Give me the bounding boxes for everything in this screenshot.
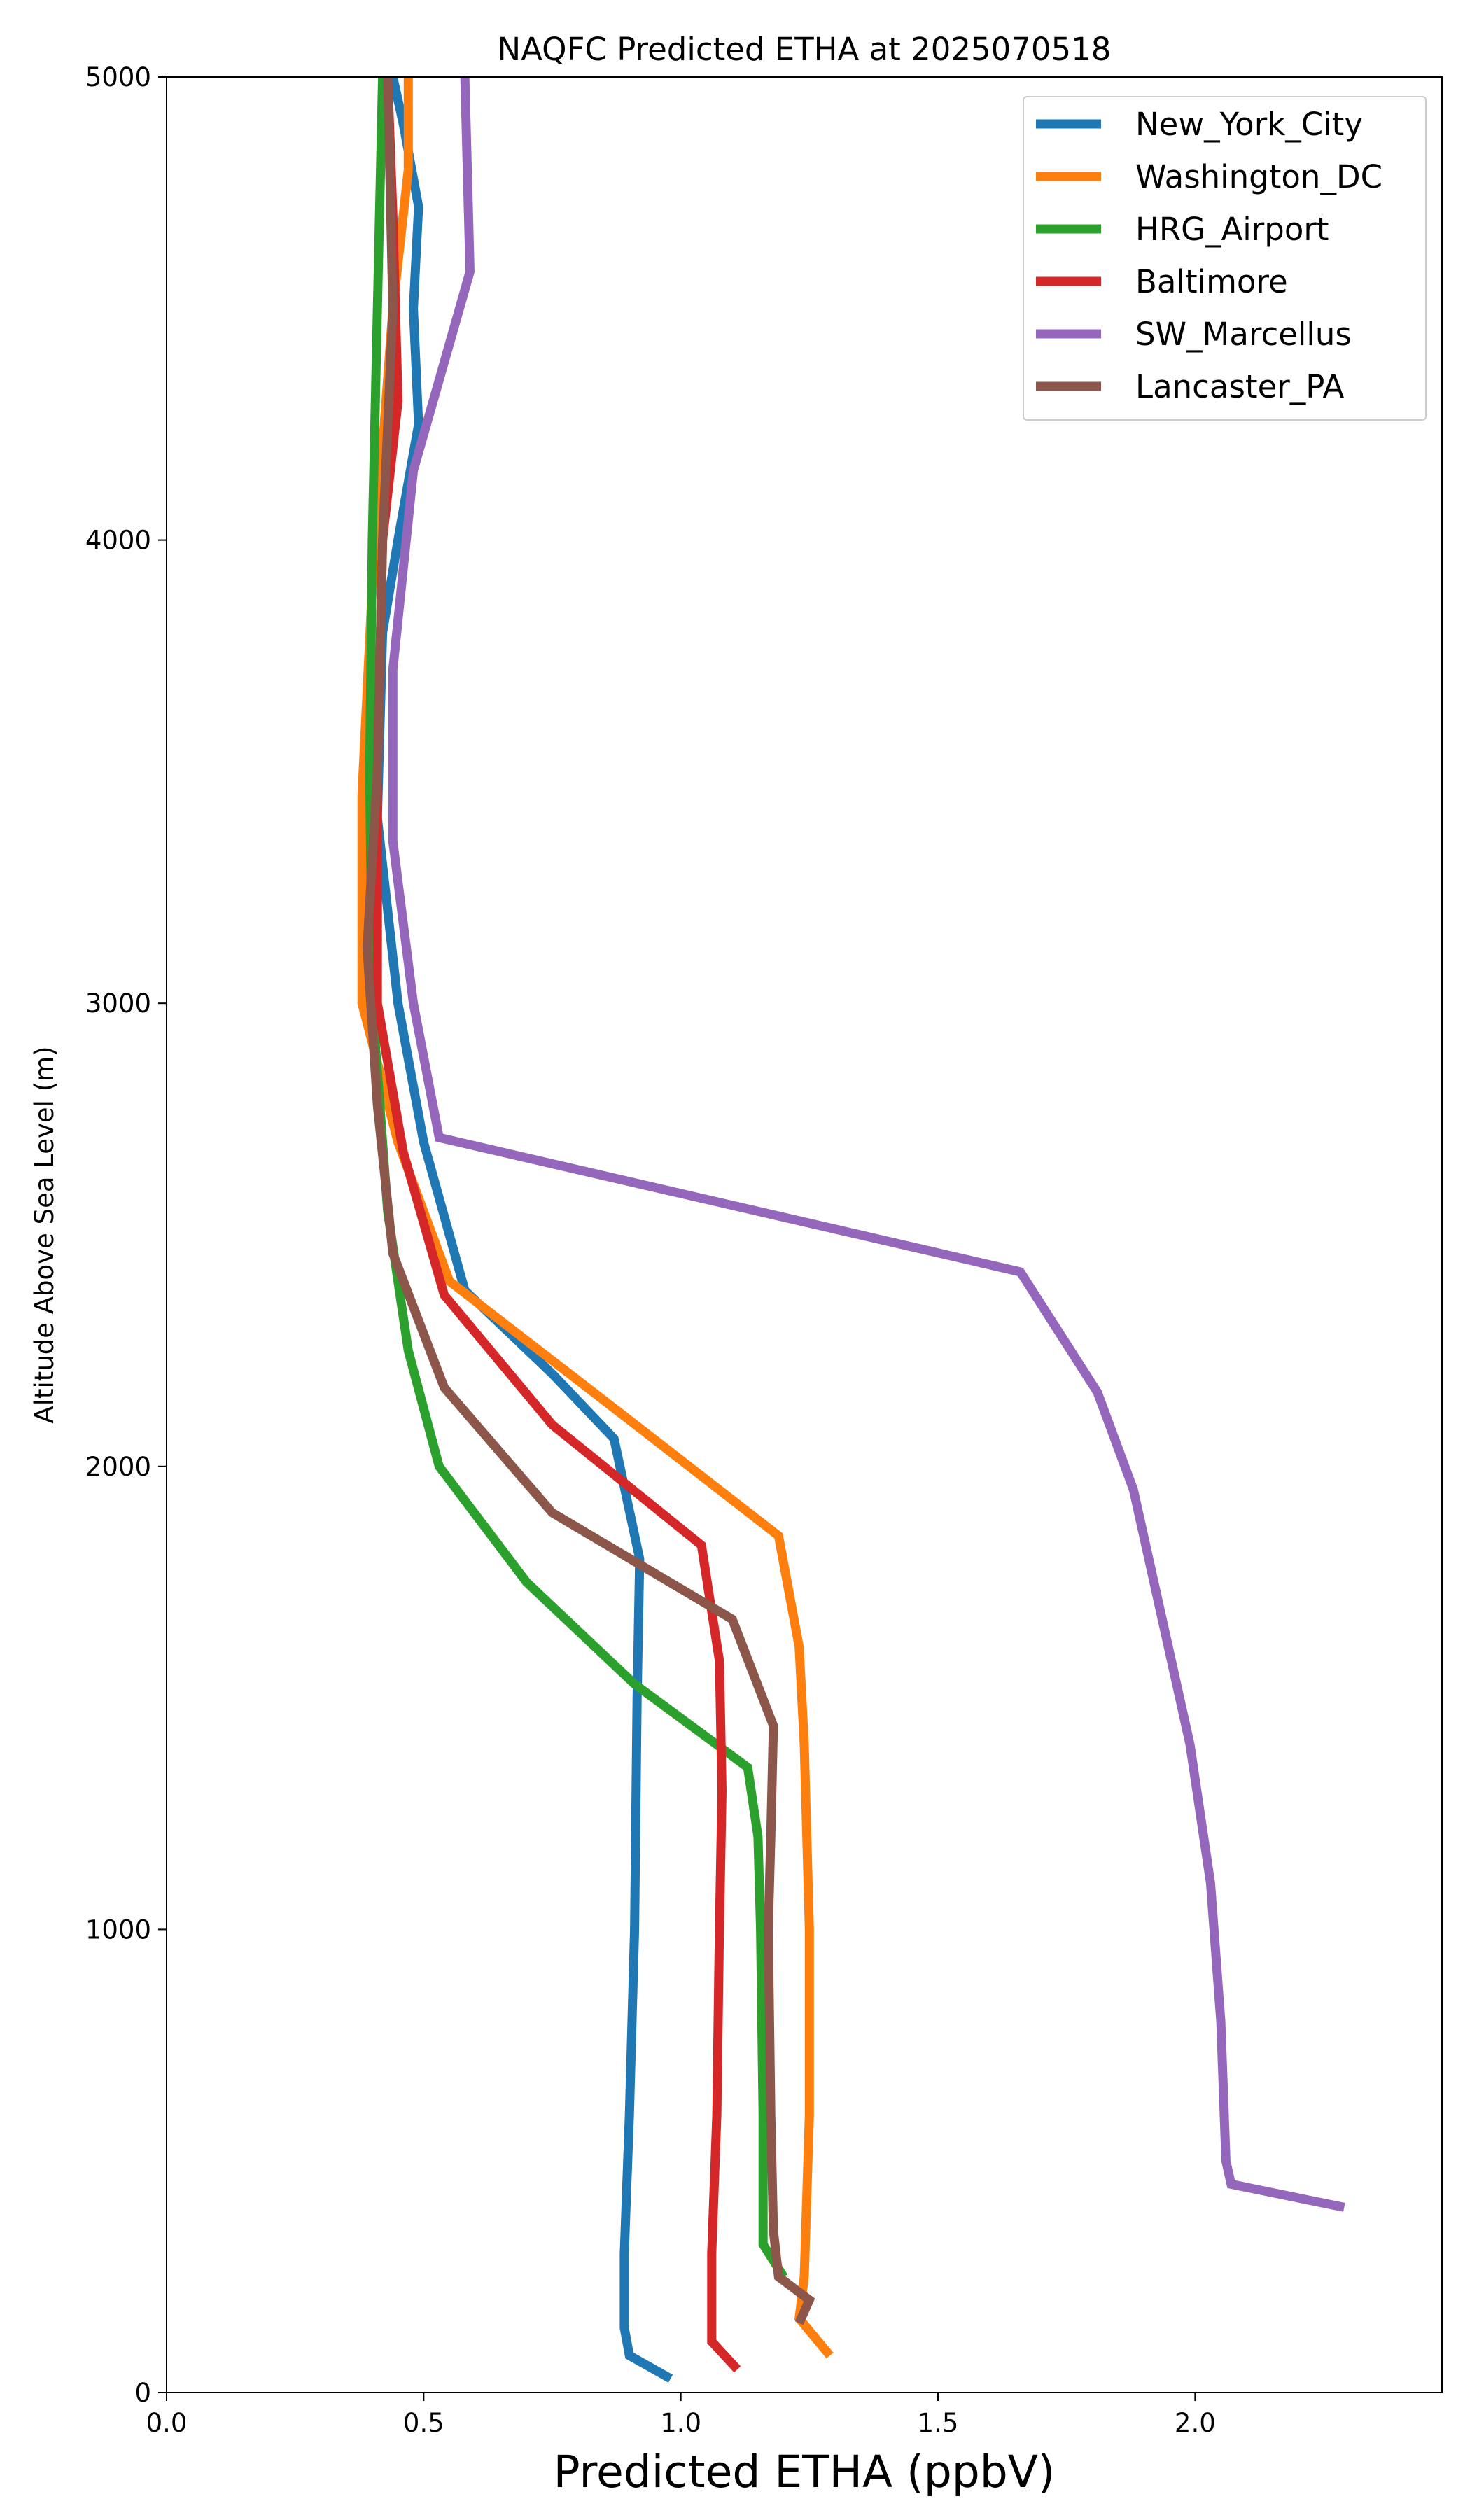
legend-box [1023, 96, 1427, 421]
legend-label: Baltimore [1135, 263, 1288, 300]
y-tick-label: 3000 [85, 988, 151, 1018]
legend-label: Lancaster_PA [1135, 368, 1345, 405]
series-line-hrg-airport [365, 77, 788, 2280]
x-axis-label: Predicted ETHA (ppbV) [554, 2446, 1056, 2498]
x-tick-label: 1.5 [918, 2408, 959, 2438]
legend: New_York_City Washington_DC HRG_Airport Bal… [1023, 96, 1427, 421]
y-axis: 0 1000 2000 3000 4000 5000 [85, 62, 167, 2408]
series-layer [357, 77, 1345, 2383]
y-tick-label: 1000 [85, 1914, 151, 1945]
legend-label: Washington_DC [1135, 158, 1382, 195]
x-tick-label: 2.0 [1175, 2408, 1216, 2438]
y-tick-label: 5000 [85, 62, 151, 92]
series-line-sw-marcellus [388, 77, 1345, 2212]
legend-label: HRG_Airport [1135, 211, 1329, 248]
y-axis-label: Altitude Above Sea Level (m) [29, 1046, 59, 1423]
legend-label: SW_Marcellus [1135, 316, 1352, 353]
plot-frame [166, 76, 1443, 2393]
legend-label: New_York_City [1135, 106, 1363, 143]
y-tick-label: 2000 [85, 1452, 151, 1482]
x-axis: 0.0 0.5 1.0 1.5 2.0 [146, 2393, 1216, 2438]
x-tick-label: 0.0 [146, 2408, 188, 2438]
chart-title: NAQFC Predicted ETHA at 2025070518 [498, 31, 1112, 68]
x-tick-label: 1.0 [660, 2408, 701, 2438]
x-tick-label: 0.5 [403, 2408, 444, 2438]
y-tick-label: 0 [134, 2378, 151, 2408]
series-line-lancaster-pa [362, 77, 816, 2325]
y-tick-label: 4000 [85, 526, 151, 556]
